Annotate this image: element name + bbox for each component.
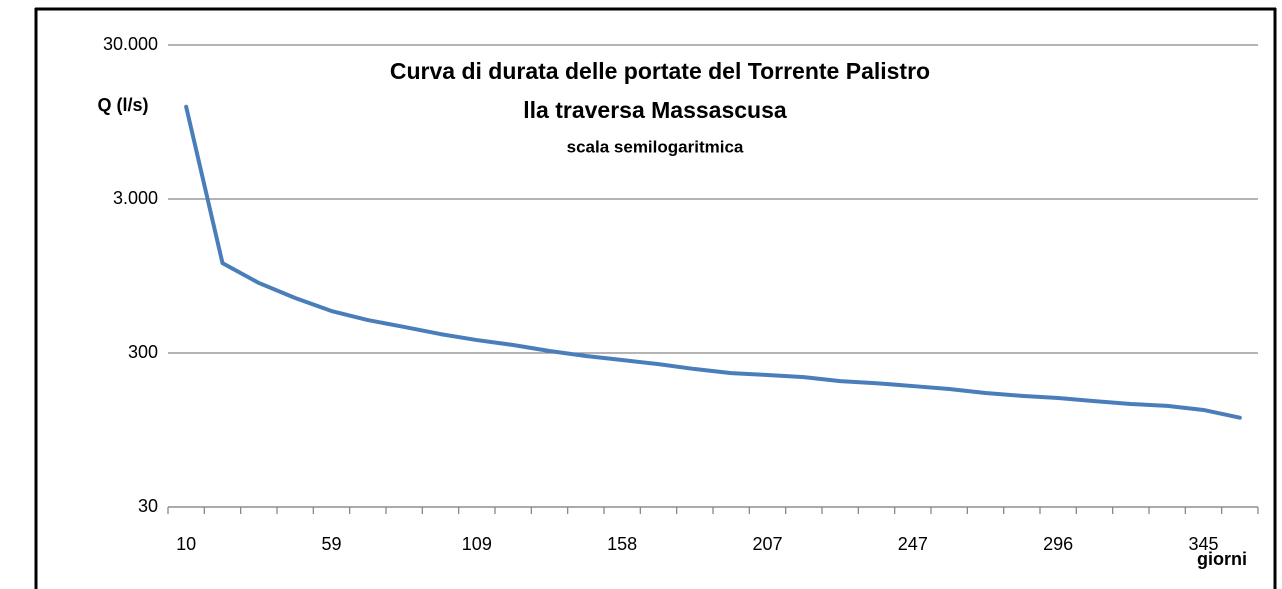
y-tick-label: 30.000 <box>103 34 158 54</box>
y-tick-label: 3.000 <box>113 188 158 208</box>
x-tick-label: 207 <box>752 534 782 554</box>
x-axis-label: giorni <box>1197 549 1247 569</box>
x-tick-label: 247 <box>898 534 928 554</box>
chart-subtitle: lla traversa Massascusa <box>523 97 787 123</box>
x-tick-label: 10 <box>176 534 196 554</box>
annotation: scala semilogaritmica <box>567 137 744 156</box>
y-tick-label: 300 <box>128 342 158 362</box>
y-axis-label: Q (l/s) <box>97 95 148 115</box>
x-tick-label: 345 <box>1188 534 1218 554</box>
chart-title: Curva di durata delle portate del Torren… <box>390 58 930 84</box>
x-tick-label: 59 <box>321 534 341 554</box>
data-line <box>184 104 1242 420</box>
x-tick-label: 296 <box>1043 534 1073 554</box>
x-tick-label: 109 <box>462 534 492 554</box>
y-tick-label: 30 <box>138 496 158 516</box>
x-tick-label: 158 <box>607 534 637 554</box>
